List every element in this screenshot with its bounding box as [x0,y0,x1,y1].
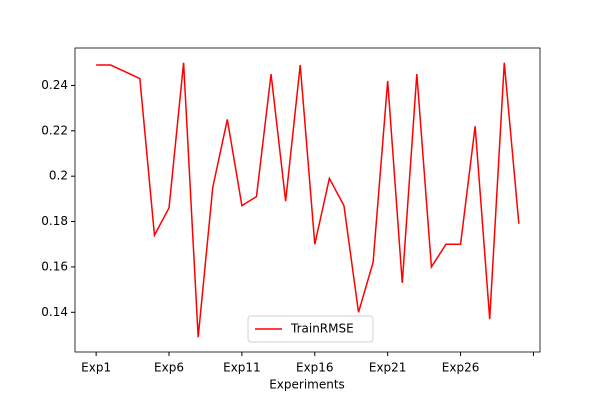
x-tick-label: Exp26 [442,361,480,375]
y-tick-label: 0.2 [49,169,68,183]
y-tick-label: 0.22 [41,123,68,137]
x-tick-label: Exp1 [81,361,111,375]
legend-label: TrainRMSE [290,322,354,336]
x-tick-label: Exp6 [154,361,184,375]
x-tick-label: Exp16 [296,361,334,375]
legend-box [247,315,374,343]
line [96,62,520,338]
y-tick-label: 0.24 [41,78,68,92]
y-tick-label: 0.14 [41,305,68,319]
y-tick-label: 0.18 [41,214,68,228]
x-tick-label: Exp11 [223,361,261,375]
x-tick-label: Exp21 [369,361,407,375]
x-axis-label: Experiments [269,378,345,392]
y-tick-label: 0.16 [41,259,68,273]
axes-frame [74,47,541,353]
